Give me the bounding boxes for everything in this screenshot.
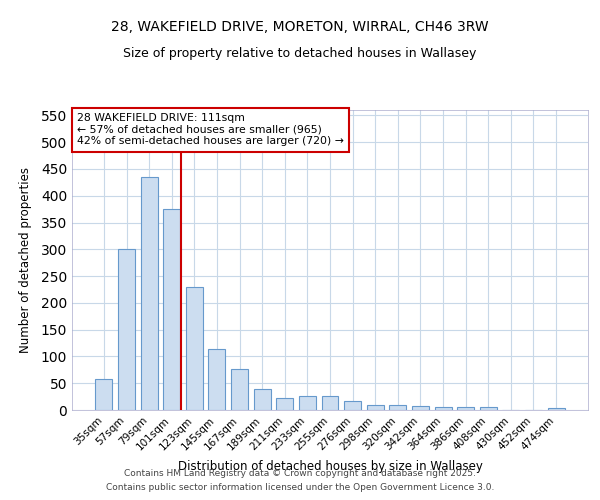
Bar bbox=[548, 408, 565, 410]
Text: Size of property relative to detached houses in Wallasey: Size of property relative to detached ho… bbox=[124, 48, 476, 60]
Text: Contains HM Land Registry data © Crown copyright and database right 2025.: Contains HM Land Registry data © Crown c… bbox=[124, 468, 476, 477]
Bar bbox=[118, 250, 135, 410]
Y-axis label: Number of detached properties: Number of detached properties bbox=[19, 167, 32, 353]
Bar bbox=[186, 287, 203, 410]
Bar bbox=[344, 402, 361, 410]
Bar bbox=[254, 388, 271, 410]
Bar bbox=[95, 380, 112, 410]
Bar bbox=[457, 408, 474, 410]
Text: 28 WAKEFIELD DRIVE: 111sqm
← 57% of detached houses are smaller (965)
42% of sem: 28 WAKEFIELD DRIVE: 111sqm ← 57% of deta… bbox=[77, 113, 344, 146]
Bar bbox=[389, 405, 406, 410]
Bar bbox=[480, 408, 497, 410]
Text: 28, WAKEFIELD DRIVE, MORETON, WIRRAL, CH46 3RW: 28, WAKEFIELD DRIVE, MORETON, WIRRAL, CH… bbox=[111, 20, 489, 34]
Bar bbox=[208, 350, 226, 410]
Bar bbox=[434, 408, 452, 410]
Bar bbox=[140, 177, 158, 410]
Bar bbox=[299, 396, 316, 410]
Bar bbox=[367, 405, 383, 410]
Bar bbox=[277, 398, 293, 410]
Text: Contains public sector information licensed under the Open Government Licence 3.: Contains public sector information licen… bbox=[106, 484, 494, 492]
Bar bbox=[231, 369, 248, 410]
Bar bbox=[163, 209, 180, 410]
Bar bbox=[322, 396, 338, 410]
Bar bbox=[412, 406, 429, 410]
X-axis label: Distribution of detached houses by size in Wallasey: Distribution of detached houses by size … bbox=[178, 460, 482, 473]
